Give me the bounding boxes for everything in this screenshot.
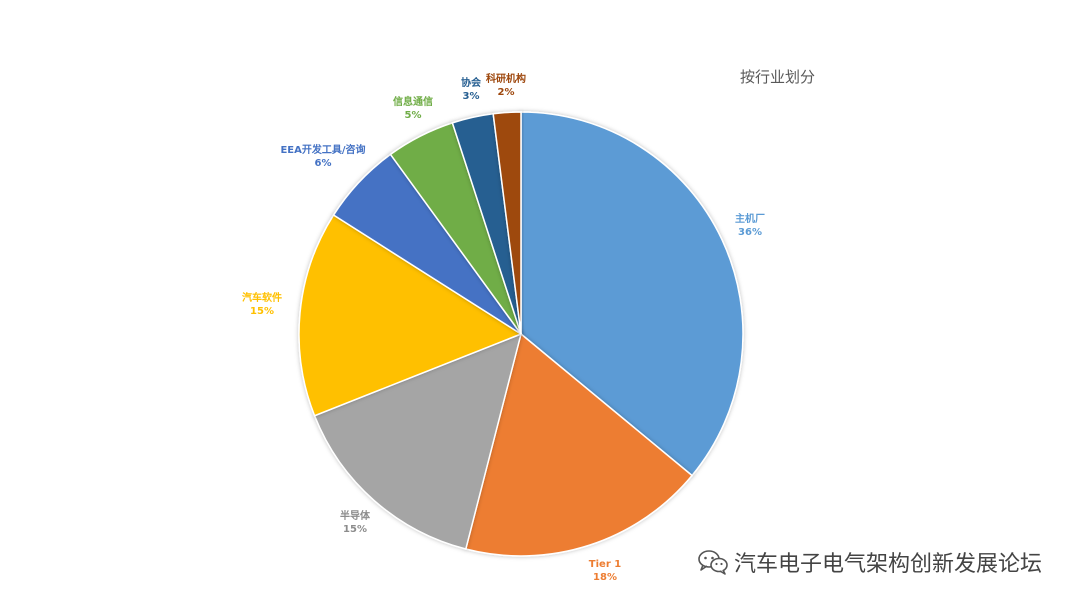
- slice-label-slice-4: 汽车软件: [242, 291, 282, 304]
- slice-label-slice-1: 主机厂: [735, 212, 765, 225]
- slice-value-slice-4: 15%: [250, 306, 274, 317]
- slice-value-slice-1: 36%: [738, 227, 762, 238]
- slice-value-slice-8: 2%: [498, 87, 515, 98]
- pie-slice-slice-3: [313, 332, 523, 550]
- pie-slice-slice-4: [298, 214, 523, 417]
- slice-value-slice-7: 3%: [463, 91, 480, 102]
- slice-label-slice-6: 信息通信: [393, 95, 433, 108]
- pie-slice-slice-8: [492, 111, 522, 335]
- pie-slices: [298, 111, 744, 557]
- wechat-icon: [698, 550, 728, 575]
- chart-title: 按行业划分: [740, 68, 815, 86]
- watermark: 汽车电子电气架构创新发展论坛: [698, 546, 1042, 578]
- slice-value-slice-3: 15%: [343, 524, 367, 535]
- pie-slice-tier-1: [464, 332, 694, 557]
- pie-slice-slice-1: [520, 111, 744, 477]
- slice-label-eea: EEA开发工具/咨询: [280, 143, 365, 156]
- slice-label-slice-8: 科研机构: [486, 72, 526, 85]
- slice-label-slice-7: 协会: [461, 76, 481, 89]
- pie-labels: 主机厂 36% Tier 1 18% 半导体 15% 汽车软件 15% EEA开发工具/咨询 6%…: [242, 72, 765, 583]
- slice-value-tier-1: 18%: [593, 572, 617, 583]
- slice-value-slice-6: 5%: [405, 110, 422, 121]
- slice-value-eea: 6%: [315, 158, 332, 169]
- slice-label-slice-3: 半导体: [340, 509, 371, 522]
- watermark-text: 汽车电子电气架构创新发展论坛: [733, 552, 1042, 577]
- slice-label-tier-1: Tier 1: [589, 559, 621, 570]
